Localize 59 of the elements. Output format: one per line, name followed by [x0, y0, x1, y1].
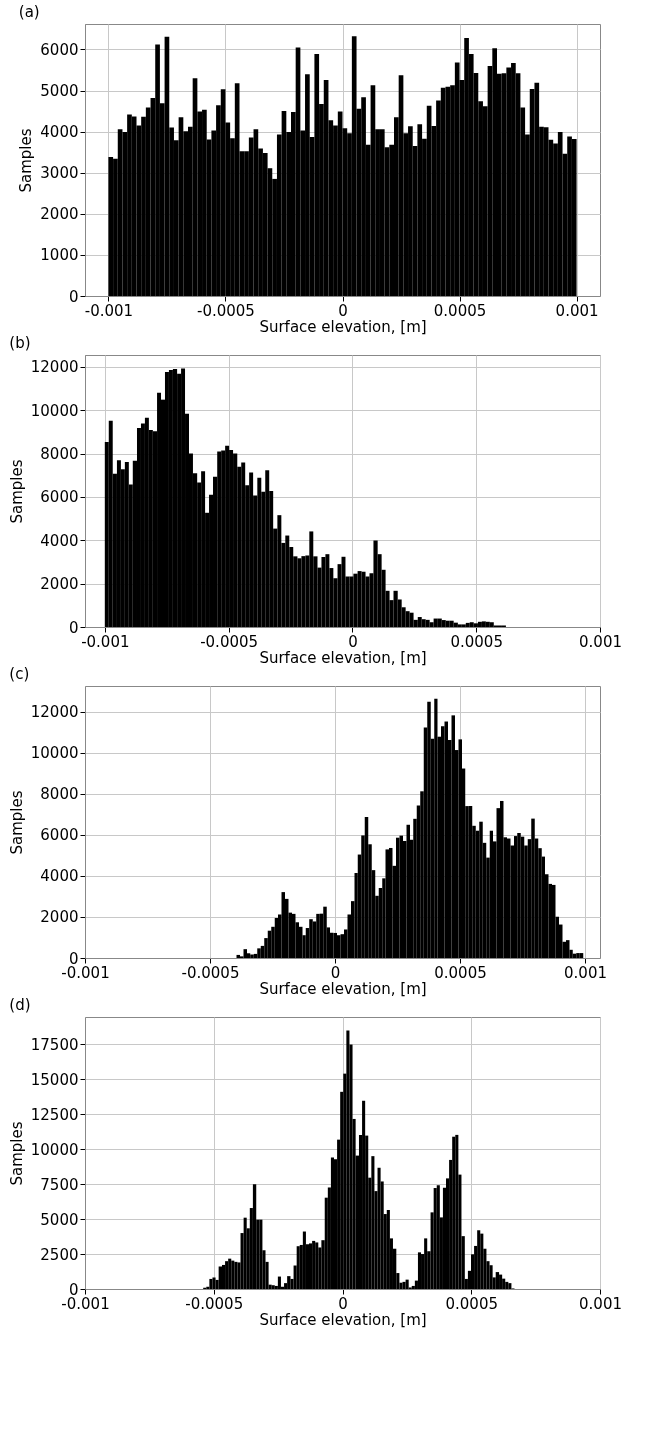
- y-tick-label: 6000: [40, 40, 79, 59]
- chart-title: (c): [9, 665, 30, 683]
- x-tick-label: 0.001: [564, 963, 607, 982]
- y-tick-label: 3000: [40, 164, 79, 183]
- x-tick-label: -0.001: [61, 1294, 110, 1313]
- chart-title: (b): [9, 334, 31, 352]
- x-tick-label: -0.001: [61, 963, 110, 982]
- chart-title: (d): [9, 996, 31, 1014]
- x-tick-label: -0.0005: [200, 632, 259, 651]
- y-tick-label: 6000: [40, 488, 79, 507]
- y-tick-label: 17500: [30, 1035, 79, 1054]
- y-tick-label: 4000: [40, 867, 79, 886]
- y-tick-label: 5000: [40, 82, 79, 101]
- x-tick-label: 0.0005: [450, 632, 503, 651]
- y-tick-label: 8000: [40, 785, 79, 804]
- x-tick-label: -0.001: [84, 301, 134, 320]
- x-axis-title: Surface elevation, [m]: [259, 317, 427, 336]
- x-tick-label: 0: [348, 632, 358, 651]
- y-tick-label: 12500: [30, 1105, 79, 1124]
- x-tick-label: 0.001: [555, 301, 599, 320]
- y-tick-label: 1000: [40, 246, 79, 265]
- y-tick-label: 2500: [40, 1245, 79, 1264]
- x-tick-label: 0.001: [579, 632, 622, 651]
- y-tick-label: 10000: [30, 1140, 79, 1159]
- x-tick-label: 0: [338, 1294, 348, 1313]
- y-tick-label: 2000: [40, 575, 79, 594]
- x-axis-title: Surface elevation, [m]: [259, 648, 427, 667]
- y-tick-label: 10000: [30, 401, 79, 420]
- y-tick-label: 12000: [30, 358, 79, 377]
- x-tick-label: 0.0005: [433, 301, 487, 320]
- y-axis-title: Samples: [17, 128, 36, 193]
- x-tick-label: 0: [330, 963, 341, 982]
- y-tick-label: 4000: [40, 531, 79, 550]
- y-tick-label: 2000: [40, 908, 79, 927]
- y-axis-title: Samples: [7, 790, 26, 855]
- y-tick-label: 6000: [40, 826, 79, 845]
- y-tick-label: 2000: [40, 205, 79, 224]
- x-tick-label: -0.0005: [181, 963, 240, 982]
- y-tick-label: 0: [68, 618, 79, 637]
- chart-title: (a): [18, 3, 40, 21]
- y-tick-label: 12000: [30, 703, 79, 722]
- x-tick-label: 0.0005: [434, 963, 487, 982]
- y-axis-title: Samples: [7, 1121, 26, 1186]
- y-tick-label: 7500: [40, 1175, 79, 1194]
- y-tick-label: 8000: [40, 445, 79, 464]
- x-tick-label: 0: [338, 301, 348, 320]
- y-tick-label: 5000: [40, 1210, 79, 1229]
- x-axis-title: Surface elevation, [m]: [259, 1310, 427, 1329]
- y-tick-label: 4000: [40, 123, 79, 142]
- x-tick-label: -0.0005: [185, 1294, 244, 1313]
- x-tick-label: -0.001: [81, 632, 130, 651]
- y-tick-label: 10000: [30, 744, 79, 763]
- y-tick-label: 15000: [30, 1070, 79, 1089]
- x-tick-label: 0.001: [579, 1294, 622, 1313]
- y-tick-label: 0: [68, 287, 79, 306]
- x-tick-label: 0.0005: [445, 1294, 498, 1313]
- x-axis-title: Surface elevation, [m]: [259, 979, 427, 998]
- x-tick-label: -0.0005: [197, 301, 255, 320]
- y-axis-title: Samples: [7, 459, 26, 524]
